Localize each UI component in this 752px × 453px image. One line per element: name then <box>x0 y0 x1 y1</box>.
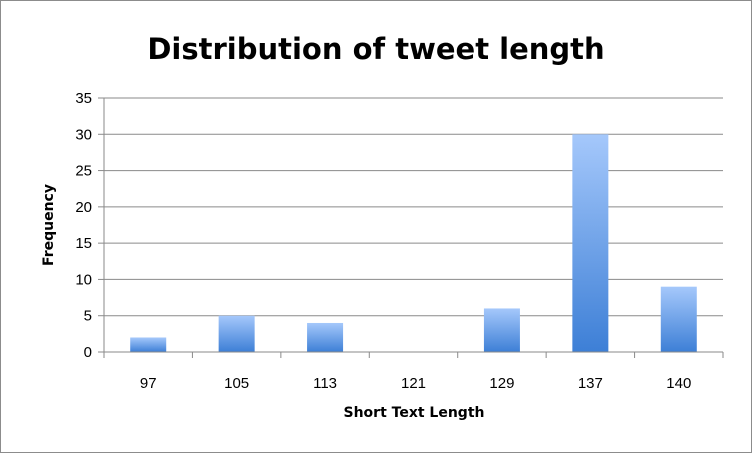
x-tick-label: 140 <box>666 375 691 392</box>
x-axis-title: Short Text Length <box>344 405 485 421</box>
y-axis-title: Frequency <box>41 184 57 266</box>
y-tick-label: 10 <box>75 271 92 288</box>
bar-97 <box>130 337 167 352</box>
axes <box>103 98 724 358</box>
y-tick-label: 15 <box>75 235 92 252</box>
y-tick-label: 0 <box>84 344 92 361</box>
bar-113 <box>307 322 344 352</box>
x-tick-label: 129 <box>489 375 514 392</box>
x-tick-labels: 97 105 113 121 129 137 140 <box>140 375 691 392</box>
bar-105 <box>218 315 255 352</box>
bars <box>130 134 697 352</box>
y-tick-labels: 0 5 10 15 20 25 30 35 <box>75 90 104 361</box>
chart-title: Distribution of tweet length <box>147 32 604 66</box>
y-tick-label: 20 <box>75 199 92 216</box>
x-tick-label: 97 <box>140 375 157 392</box>
x-tick-label: 105 <box>224 375 249 392</box>
y-tick-label: 5 <box>84 308 92 325</box>
bar-137 <box>572 134 609 352</box>
y-tick-label: 25 <box>75 163 92 180</box>
bar-140 <box>660 286 697 352</box>
x-tick-label: 137 <box>578 375 603 392</box>
y-tick-label: 30 <box>75 126 92 143</box>
x-tick-label: 121 <box>401 375 426 392</box>
gridlines <box>104 97 723 317</box>
y-tick-label: 35 <box>75 90 92 107</box>
bar-129 <box>483 308 520 352</box>
x-tick-label: 113 <box>313 375 337 392</box>
